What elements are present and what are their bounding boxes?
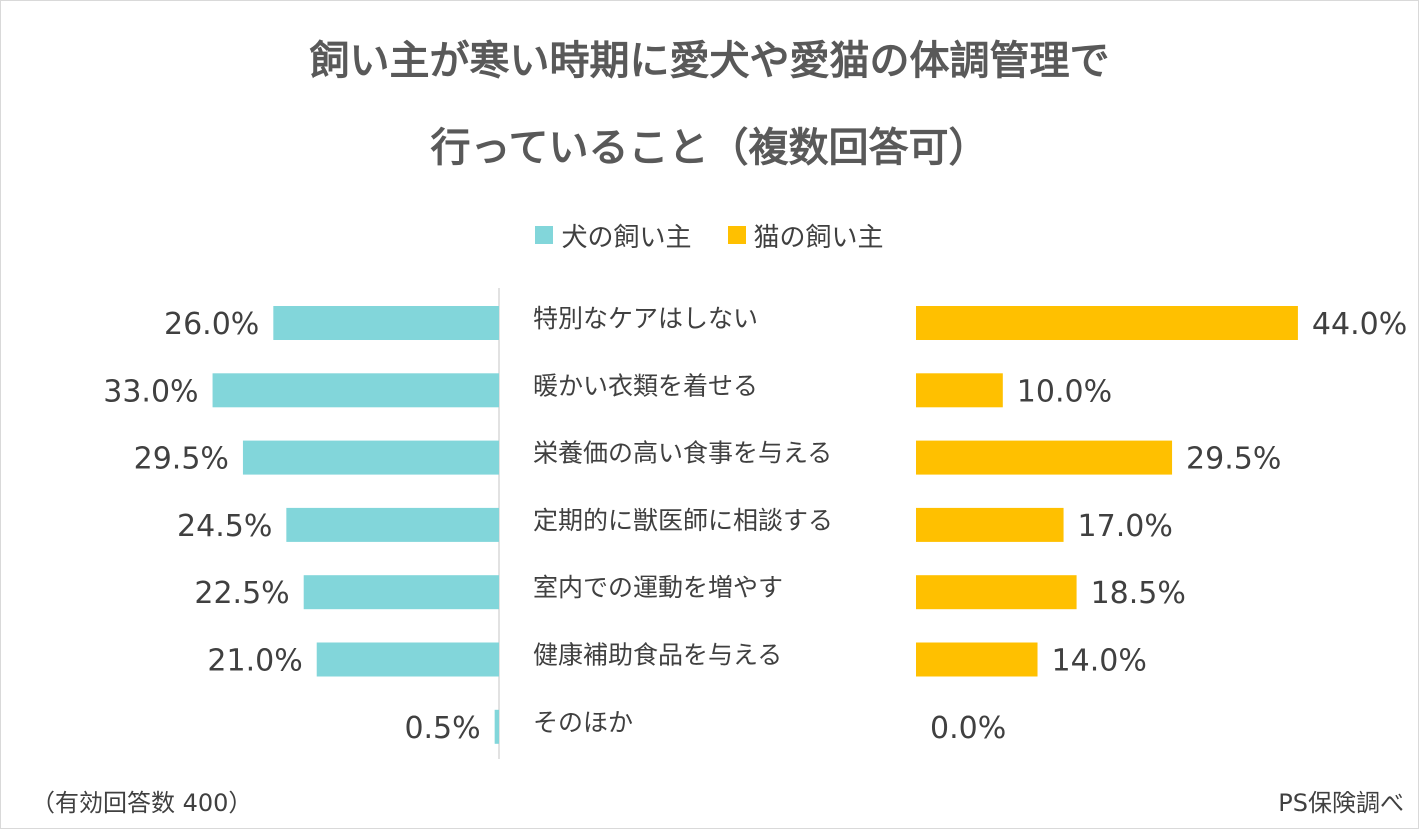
dog-value-label: 0.5% xyxy=(404,711,480,746)
dog-bar xyxy=(242,440,499,475)
cat-bar xyxy=(916,306,1298,340)
legend-swatch-cat xyxy=(727,226,746,244)
dog-bar xyxy=(494,709,499,744)
cat-value-label: 17.0% xyxy=(1078,509,1173,544)
category-label: 室内での運動を増やす xyxy=(533,573,783,602)
cat-value-label: 29.5% xyxy=(1186,442,1281,477)
legend-item-dog: 犬の飼い主 xyxy=(535,217,692,254)
dog-bar xyxy=(212,373,499,408)
cat-bar xyxy=(916,440,1173,475)
dog-value-label: 24.5% xyxy=(177,509,272,544)
dog-value-label: 33.0% xyxy=(103,374,198,409)
chart-title-line-1: 飼い主が寒い時期に愛犬や愛猫の体調管理で xyxy=(309,38,1110,84)
cat-bar xyxy=(916,642,1038,677)
cat-value-label: 0.0% xyxy=(930,711,1006,746)
dog-value-label: 26.0% xyxy=(164,307,259,342)
chart-title-line-2: 行っていること（複数回答可） xyxy=(430,125,989,171)
cat-value-label: 10.0% xyxy=(1017,374,1112,409)
dog-value-label: 21.0% xyxy=(207,644,302,679)
dog-value-label: 29.5% xyxy=(134,442,229,477)
legend-item-cat: 猫の飼い主 xyxy=(727,217,884,254)
category-label: 栄養価の高い食事を与える xyxy=(533,439,832,468)
legend: 犬の飼い主 猫の飼い主 xyxy=(1,215,1418,255)
dog-bar xyxy=(273,306,499,340)
category-label: そのほか xyxy=(533,708,633,737)
source-note: PS保険調べ xyxy=(1278,789,1404,817)
cat-bar xyxy=(916,507,1064,542)
cat-value-label: 18.5% xyxy=(1091,576,1186,611)
cat-bar xyxy=(916,373,1003,408)
cat-value-label: 44.0% xyxy=(1312,307,1407,342)
legend-label-dog: 犬の飼い主 xyxy=(561,222,692,253)
dog-bar xyxy=(303,575,499,610)
category-label: 健康補助食品を与える xyxy=(533,641,782,670)
dog-bar xyxy=(316,642,499,677)
respondent-count-note: （有効回答数 400） xyxy=(31,789,253,817)
category-label: 定期的に獣医師に相談する xyxy=(533,506,833,535)
cat-value-label: 14.0% xyxy=(1052,644,1147,679)
legend-swatch-dog xyxy=(535,226,554,244)
category-label: 特別なケアはしない xyxy=(533,304,758,333)
category-label: 暖かい衣類を着せる xyxy=(533,371,758,400)
dog-value-label: 22.5% xyxy=(194,576,289,611)
dog-bar xyxy=(286,507,499,542)
legend-label-cat: 猫の飼い主 xyxy=(753,222,884,253)
cat-bar xyxy=(916,575,1077,610)
